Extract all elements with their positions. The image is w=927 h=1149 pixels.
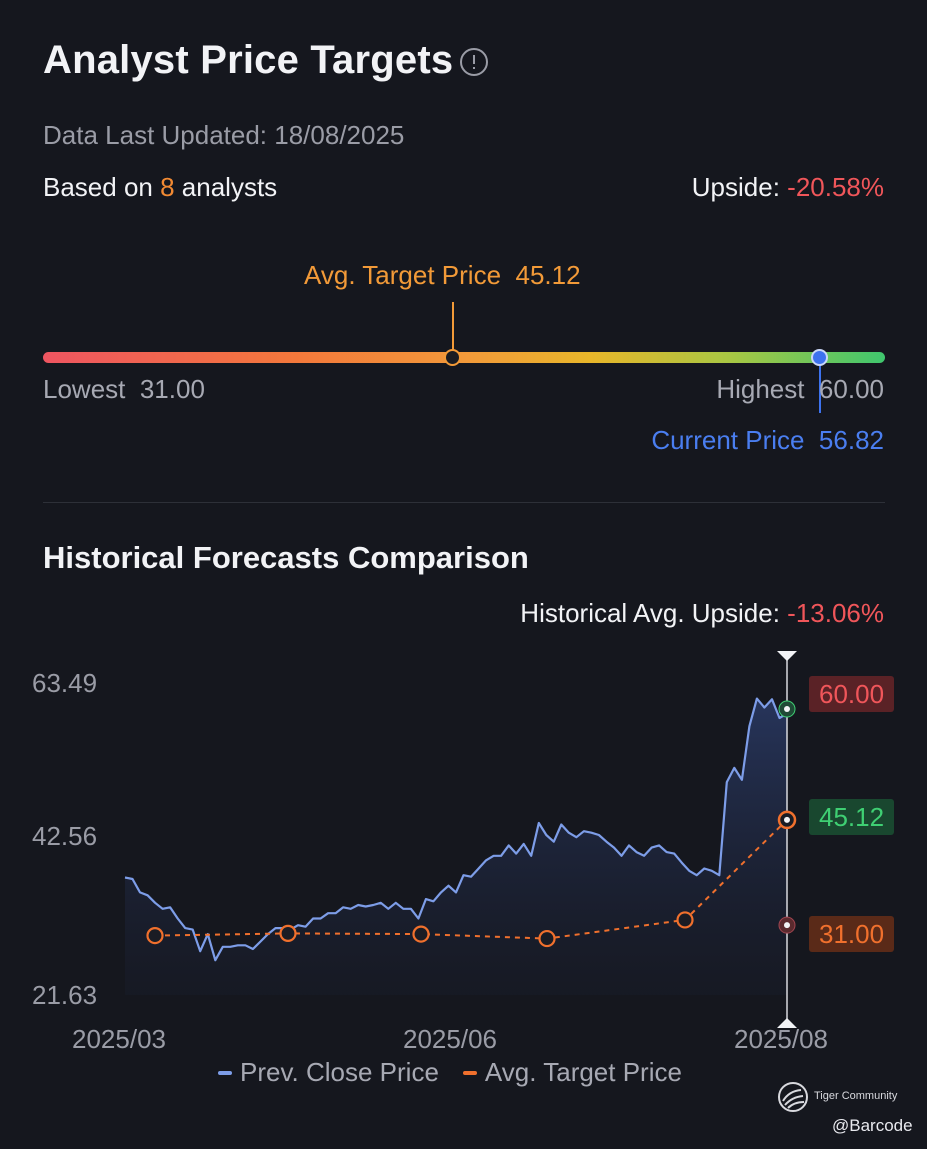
prev-close-price-line — [124, 697, 788, 962]
low-target-marker-center — [784, 922, 790, 929]
upside-label: Upside: — [691, 172, 788, 202]
avg-target-point[interactable] — [412, 925, 430, 943]
avg-target-price-line — [154, 819, 788, 940]
highest-target: Highest 60.00 — [716, 374, 884, 405]
x-tick-label: 2025/03 — [72, 1024, 166, 1054]
cursor-top-handle-icon[interactable] — [777, 651, 797, 661]
y-tick-label: 42.56 — [32, 821, 98, 851]
avg-target-point[interactable] — [538, 929, 556, 948]
cursor-bottom-handle-icon[interactable] — [777, 1018, 797, 1028]
lowest-target: Lowest 31.00 — [43, 374, 205, 405]
high-target-marker-center — [784, 706, 790, 713]
based-prefix: Based on — [43, 172, 161, 202]
highest-label: Highest — [716, 374, 805, 404]
lowest-label: Lowest — [43, 374, 126, 404]
legend-prev-close-label: Prev. Close Price — [240, 1057, 439, 1087]
historical-upside-label: Historical Avg. Upside: — [520, 598, 788, 628]
avg-target-tag: 45.12 — [809, 799, 895, 835]
avg-target-marker — [444, 349, 461, 366]
price-area-fill — [125, 698, 787, 995]
avg-target-pointer — [452, 302, 454, 354]
y-tick-label: 21.63 — [32, 980, 98, 1010]
current-price-marker — [811, 349, 828, 366]
current-price-label: Current Price — [651, 425, 805, 455]
historical-chart[interactable] — [0, 640, 927, 1030]
analyst-count: 8 — [160, 172, 175, 202]
current-price: Current Price 56.82 — [651, 425, 884, 456]
low-target-tag: 31.00 — [809, 916, 895, 952]
avg-target-marker-dot-center — [784, 816, 790, 823]
data-updated-text: Data Last Updated: 18/08/2025 — [43, 120, 405, 150]
historical-upside-value: -13.06% — [787, 598, 884, 628]
avg-target-label-text: Avg. Target Price — [304, 260, 502, 290]
x-tick-label: 2025/08 — [734, 1024, 828, 1054]
avg-target-value: 45.12 — [515, 260, 581, 290]
chart-legend: Prev. Close Price Avg. Target Price — [218, 1057, 682, 1088]
historical-upside-text: Historical Avg. Upside: -13.06% — [520, 598, 884, 629]
y-tick-label: 63.49 — [32, 668, 98, 698]
highest-value: 60.00 — [818, 374, 884, 404]
section-divider — [43, 502, 885, 503]
avg-target-point[interactable] — [676, 911, 694, 929]
current-price-value: 56.82 — [818, 425, 884, 455]
legend-prev-close[interactable]: Prev. Close Price — [218, 1057, 439, 1088]
price-range-bar — [43, 352, 885, 363]
x-tick-label: 2025/06 — [403, 1024, 497, 1054]
avg-target-point[interactable] — [279, 924, 297, 942]
current-price-pointer — [819, 365, 821, 413]
high-target-tag: 60.00 — [809, 676, 895, 712]
avg-target-label: Avg. Target Price 45.12 — [304, 260, 581, 291]
legend-avg-target-label: Avg. Target Price — [484, 1057, 682, 1087]
upside-value: -20.58% — [787, 172, 884, 202]
legend-avg-target[interactable]: Avg. Target Price — [462, 1057, 682, 1088]
lowest-value: 31.00 — [139, 374, 205, 404]
historical-section-title: Historical Forecasts Comparison — [43, 540, 529, 575]
legend-swatch-avg-target — [462, 1070, 477, 1075]
analyst-count-text: Based on 8 analysts — [43, 172, 277, 203]
tiger-community-logo-icon — [778, 1082, 808, 1112]
page-title: Analyst Price Targets — [43, 38, 454, 82]
watermark-handle: @Barcode — [832, 1116, 913, 1135]
legend-swatch-prev-close — [218, 1070, 232, 1075]
info-circle-icon[interactable] — [460, 48, 488, 76]
based-suffix: analysts — [174, 172, 278, 202]
avg-target-point[interactable] — [146, 926, 164, 945]
watermark-brand: Tiger Community — [814, 1090, 898, 1102]
upside-text: Upside: -20.58% — [692, 172, 884, 203]
